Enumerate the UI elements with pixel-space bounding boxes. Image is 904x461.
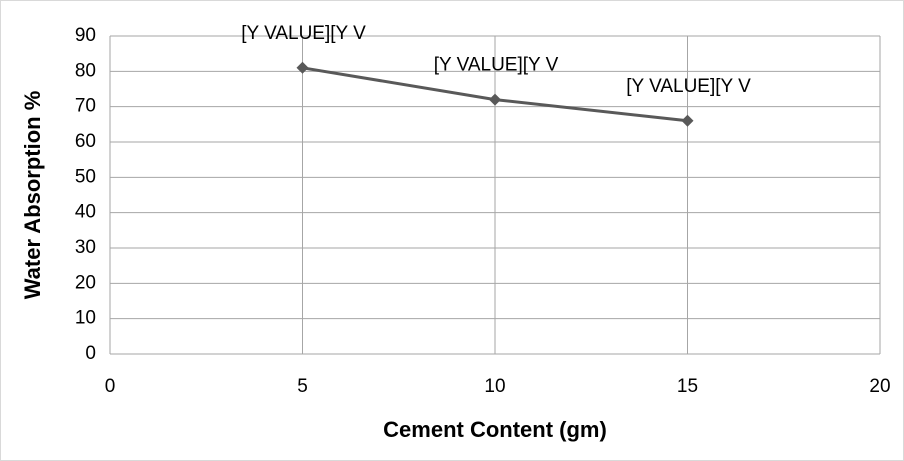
data-label: [Y VALUE][Y V xyxy=(241,23,366,44)
data-label: [Y VALUE][Y V xyxy=(626,76,751,97)
x-tick-label: 10 xyxy=(484,376,505,397)
x-tick-label: 0 xyxy=(105,376,116,397)
y-tick-label: 30 xyxy=(75,237,96,258)
x-tick-label: 15 xyxy=(677,376,698,397)
x-axis-title: Cement Content (gm) xyxy=(383,417,607,442)
y-tick-label: 0 xyxy=(85,343,96,364)
marker xyxy=(489,93,501,106)
y-tick-label: 80 xyxy=(75,60,96,81)
data-label: [Y VALUE][Y V xyxy=(434,55,559,76)
marker xyxy=(296,61,309,74)
x-tick-label: 20 xyxy=(869,376,890,397)
y-tick-label: 10 xyxy=(75,308,96,329)
x-tick-label: 5 xyxy=(297,376,308,397)
y-axis-title: Water Absorption % xyxy=(20,91,45,300)
y-tick-label: 70 xyxy=(75,96,96,117)
y-tick-label: 20 xyxy=(75,272,96,293)
y-tick-label: 40 xyxy=(75,202,96,223)
marker xyxy=(681,114,694,127)
y-tick-label: 50 xyxy=(75,166,96,187)
y-tick-label: 90 xyxy=(75,25,96,46)
y-tick-label: 60 xyxy=(75,131,96,152)
